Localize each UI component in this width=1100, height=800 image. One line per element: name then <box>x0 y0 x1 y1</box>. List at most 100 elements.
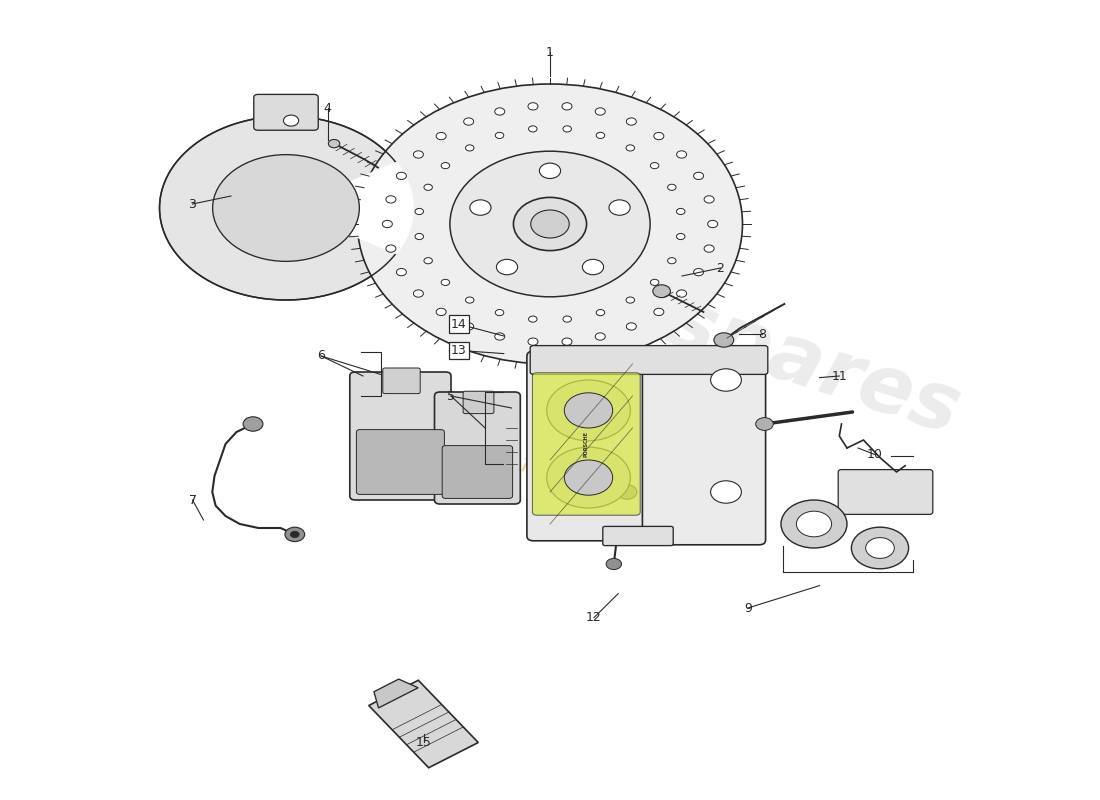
FancyBboxPatch shape <box>532 373 640 515</box>
Circle shape <box>704 196 714 203</box>
Circle shape <box>564 393 613 428</box>
FancyBboxPatch shape <box>254 94 318 130</box>
Circle shape <box>464 323 474 330</box>
Circle shape <box>495 132 504 138</box>
Circle shape <box>441 162 450 169</box>
Circle shape <box>285 527 305 542</box>
Circle shape <box>676 151 686 158</box>
Circle shape <box>711 369 741 391</box>
Circle shape <box>414 151 424 158</box>
FancyBboxPatch shape <box>356 430 444 494</box>
Circle shape <box>496 259 518 274</box>
Circle shape <box>609 200 630 215</box>
Circle shape <box>424 258 432 264</box>
Circle shape <box>424 184 432 190</box>
Circle shape <box>714 333 734 347</box>
Circle shape <box>676 209 685 214</box>
Polygon shape <box>286 162 414 254</box>
Circle shape <box>596 132 605 138</box>
Circle shape <box>415 209 424 214</box>
Circle shape <box>595 333 605 340</box>
Text: 7: 7 <box>188 494 197 506</box>
FancyBboxPatch shape <box>530 346 768 374</box>
Circle shape <box>626 118 636 125</box>
Circle shape <box>529 316 537 322</box>
FancyBboxPatch shape <box>383 368 420 394</box>
Circle shape <box>437 133 447 140</box>
Text: 12: 12 <box>586 611 602 624</box>
FancyBboxPatch shape <box>350 372 451 500</box>
Circle shape <box>563 126 571 132</box>
Circle shape <box>396 172 406 179</box>
FancyBboxPatch shape <box>527 351 645 541</box>
Text: 14: 14 <box>451 318 466 330</box>
Circle shape <box>386 245 396 252</box>
FancyBboxPatch shape <box>463 391 494 414</box>
Circle shape <box>626 297 635 303</box>
Text: 15: 15 <box>416 736 431 749</box>
Text: eurospares: eurospares <box>461 220 969 452</box>
Circle shape <box>562 338 572 346</box>
Polygon shape <box>160 116 396 300</box>
FancyBboxPatch shape <box>642 347 766 545</box>
Circle shape <box>707 220 717 228</box>
Circle shape <box>414 290 424 297</box>
Circle shape <box>396 269 406 276</box>
Circle shape <box>564 460 613 495</box>
FancyBboxPatch shape <box>838 470 933 514</box>
Circle shape <box>694 172 704 179</box>
Circle shape <box>470 200 491 215</box>
Circle shape <box>626 323 636 330</box>
Circle shape <box>547 380 630 441</box>
Circle shape <box>650 162 659 169</box>
Text: 1: 1 <box>546 46 554 58</box>
Circle shape <box>528 338 538 346</box>
Circle shape <box>386 196 396 203</box>
Text: 6: 6 <box>317 350 326 362</box>
Circle shape <box>547 447 630 508</box>
FancyBboxPatch shape <box>434 392 520 504</box>
Circle shape <box>596 310 605 316</box>
Text: 8: 8 <box>758 328 767 341</box>
Text: 2: 2 <box>716 262 725 274</box>
Circle shape <box>514 198 586 250</box>
Circle shape <box>668 184 676 190</box>
Text: 13: 13 <box>451 344 466 357</box>
Circle shape <box>464 118 474 125</box>
Circle shape <box>606 558 621 570</box>
Polygon shape <box>374 679 418 708</box>
Circle shape <box>582 259 604 274</box>
Text: 5: 5 <box>447 390 455 402</box>
Circle shape <box>358 84 742 364</box>
Circle shape <box>694 269 704 276</box>
Polygon shape <box>368 680 478 768</box>
Circle shape <box>529 126 537 132</box>
Circle shape <box>528 102 538 110</box>
Text: a passion for cars since 1985: a passion for cars since 1985 <box>404 415 740 545</box>
Circle shape <box>441 279 450 286</box>
Circle shape <box>796 511 832 537</box>
Circle shape <box>329 139 340 148</box>
Circle shape <box>851 527 909 569</box>
Circle shape <box>290 531 299 538</box>
Text: 9: 9 <box>744 602 752 614</box>
Circle shape <box>563 316 571 322</box>
Circle shape <box>650 279 659 286</box>
Circle shape <box>495 333 505 340</box>
Text: 4: 4 <box>323 102 332 114</box>
Circle shape <box>756 418 773 430</box>
Circle shape <box>415 234 424 239</box>
Circle shape <box>704 245 714 252</box>
Text: 11: 11 <box>832 370 847 382</box>
Text: PORSCHE: PORSCHE <box>584 431 588 457</box>
Circle shape <box>653 285 671 298</box>
Circle shape <box>495 310 504 316</box>
Circle shape <box>450 151 650 297</box>
Circle shape <box>626 145 635 151</box>
Circle shape <box>781 500 847 548</box>
Circle shape <box>284 115 298 126</box>
Circle shape <box>711 481 741 503</box>
Circle shape <box>866 538 894 558</box>
Circle shape <box>539 163 561 178</box>
Circle shape <box>465 297 474 303</box>
